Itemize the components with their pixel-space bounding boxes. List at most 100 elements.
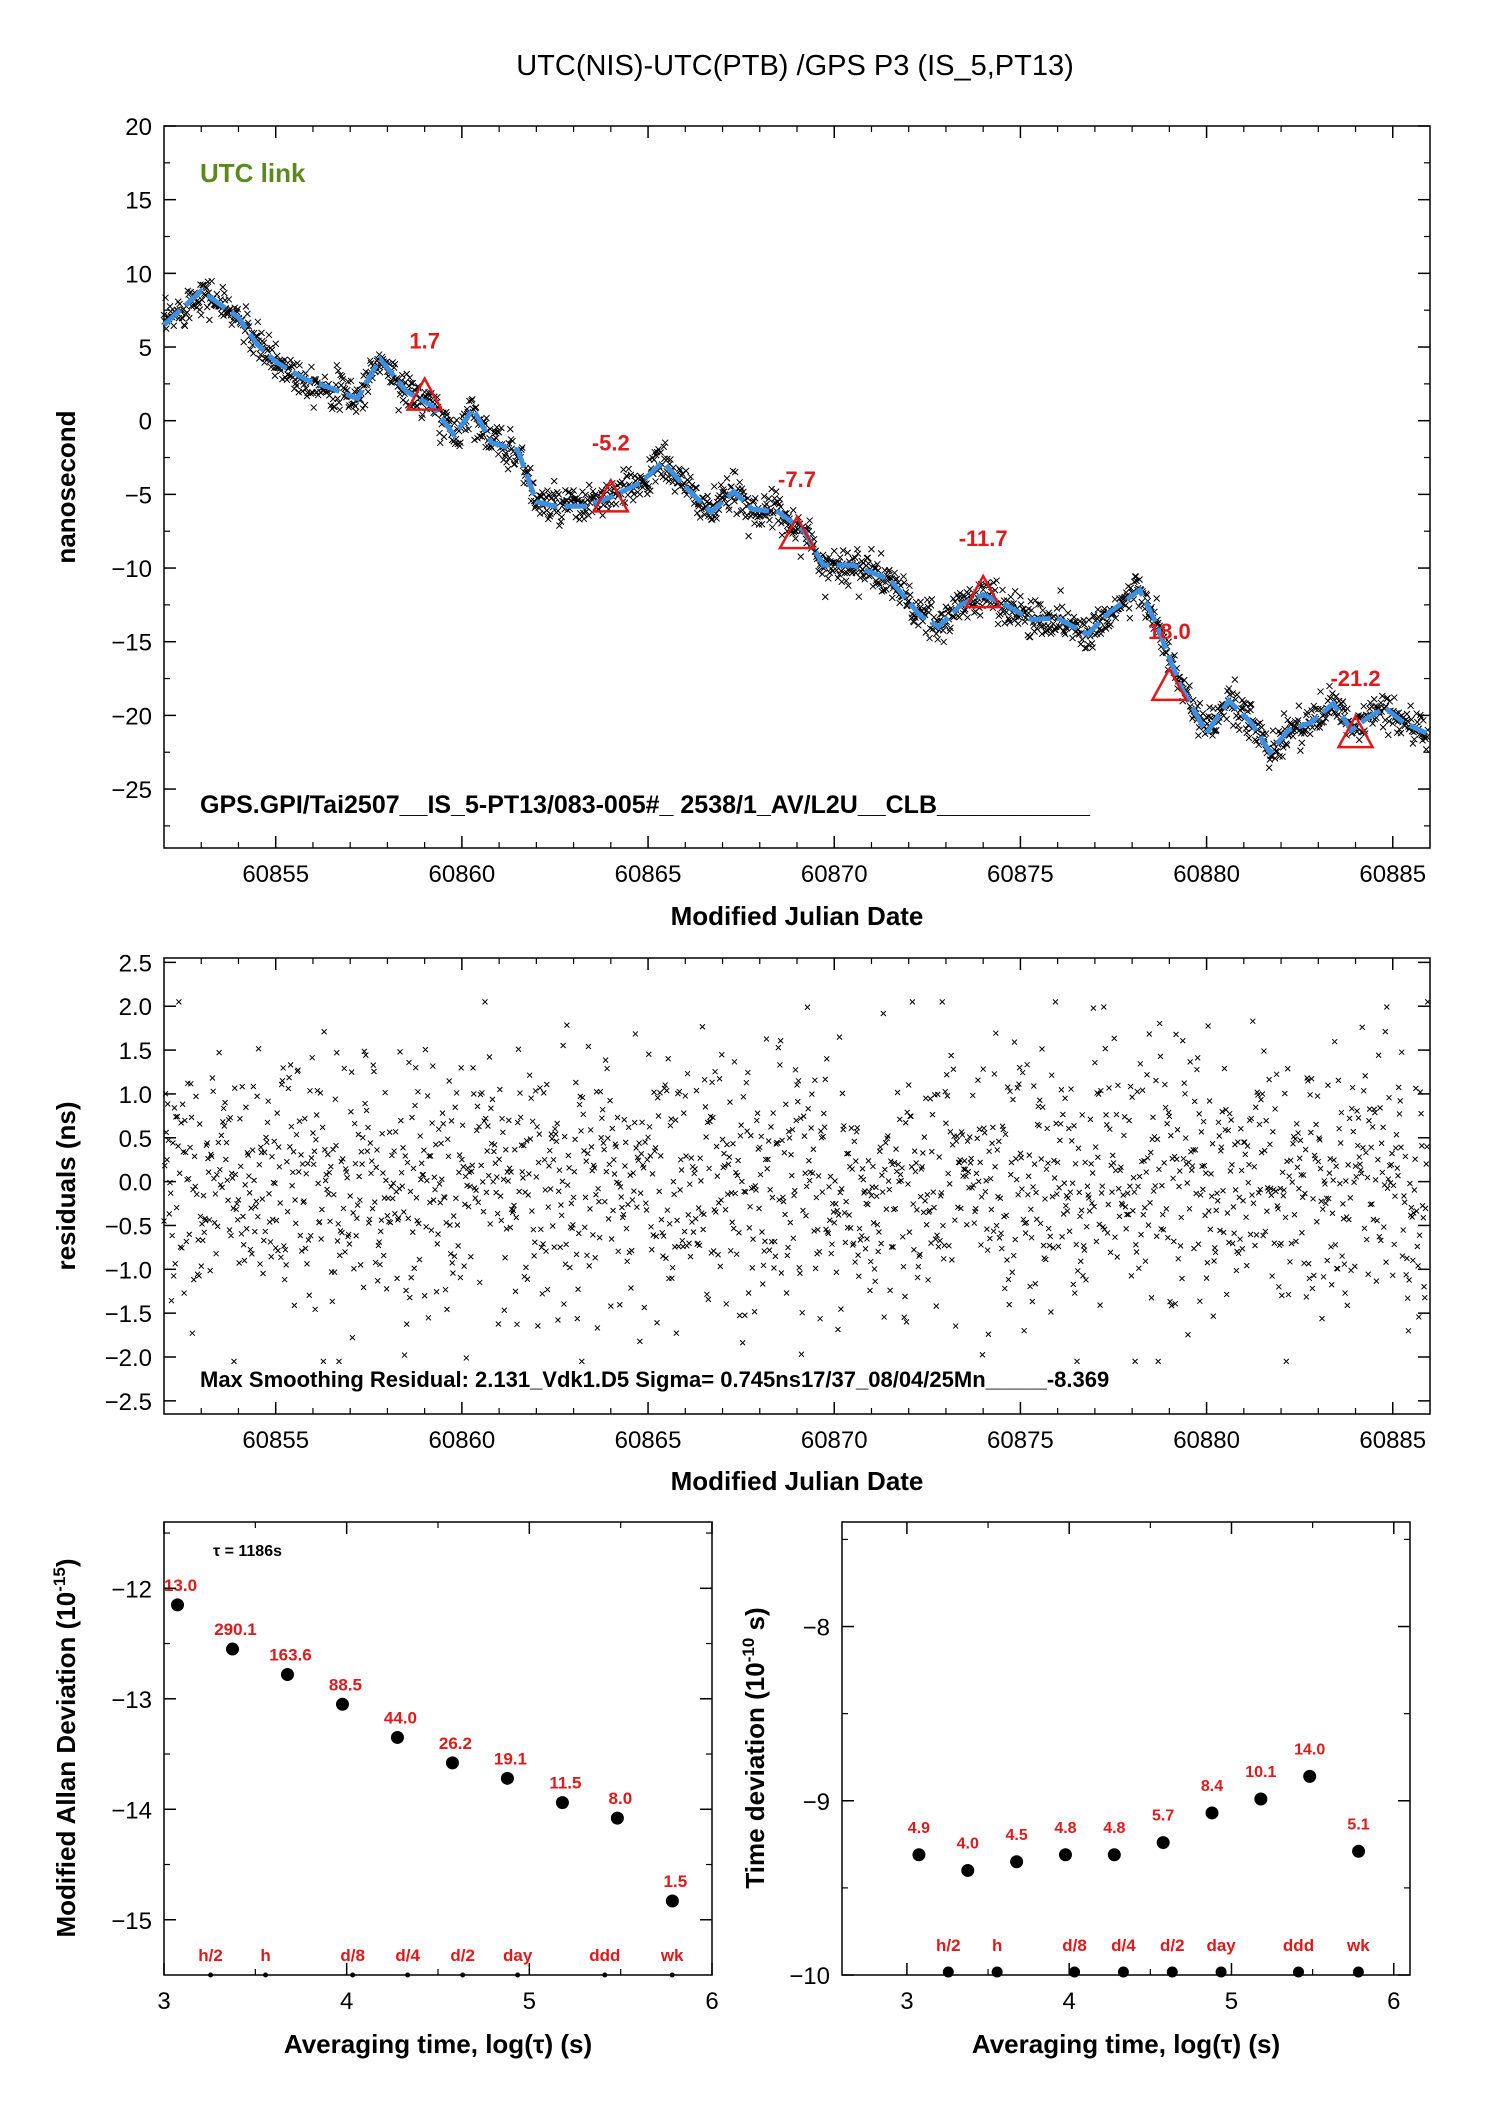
residual-point	[1192, 1147, 1199, 1153]
residual-point	[499, 1129, 506, 1136]
time-series-point	[352, 408, 360, 416]
residual-point	[1297, 1137, 1304, 1144]
residual-point	[1377, 1105, 1383, 1111]
residual-point	[1415, 1314, 1422, 1320]
residual-point	[679, 1237, 686, 1244]
residual-point	[1275, 1283, 1282, 1290]
mdev-point-label: 11.5	[549, 1774, 581, 1793]
time-series-point	[874, 560, 881, 568]
residual-point	[1263, 1117, 1270, 1124]
residual-point	[483, 1189, 490, 1196]
residual-point	[1127, 1083, 1134, 1090]
residual-point	[170, 1140, 176, 1146]
calibration-marker	[964, 573, 1003, 609]
residual-point	[730, 1225, 737, 1232]
residual-point	[824, 1229, 831, 1235]
time-series-point	[1209, 732, 1216, 739]
time-series-point	[999, 586, 1006, 594]
time-series-point	[778, 531, 786, 539]
time-series-point	[854, 550, 862, 558]
residual-point	[655, 1113, 662, 1119]
tdev-interval-label: ddd	[1283, 1936, 1314, 1955]
time-series-point	[725, 506, 733, 514]
residual-point	[610, 1156, 617, 1163]
residual-point	[395, 1215, 402, 1221]
residual-point	[725, 1161, 732, 1168]
residual-point	[747, 1132, 754, 1139]
time-series-point	[926, 634, 933, 642]
residual-point	[364, 1148, 371, 1154]
residual-point	[642, 1200, 649, 1207]
residual-point	[449, 1260, 456, 1266]
residual-point	[427, 1153, 434, 1159]
residual-point	[1372, 1109, 1378, 1116]
residual-point	[243, 1225, 250, 1232]
mdev-point	[335, 1697, 349, 1711]
time-series-point	[1407, 702, 1414, 710]
tdev-interval-label: wk	[1346, 1936, 1370, 1955]
residual-point	[361, 1048, 368, 1055]
time-series-point	[624, 491, 632, 499]
time-series-point	[538, 489, 546, 496]
residual-point	[729, 1219, 736, 1226]
residual-point	[517, 1090, 523, 1096]
residual-point	[910, 1201, 917, 1207]
tdev-interval-label: h/2	[936, 1936, 961, 1955]
residual-point	[1391, 1241, 1398, 1248]
residual-point	[409, 1229, 416, 1235]
residual-point	[983, 1177, 990, 1184]
time-series-point	[886, 574, 894, 582]
calibration-marker-label: 1.7	[409, 329, 440, 354]
residual-point	[470, 1065, 476, 1071]
residual-point	[1252, 1242, 1258, 1249]
residual-point	[721, 1163, 728, 1169]
residual-point	[321, 1028, 327, 1035]
mdev-point-label: 44.0	[384, 1708, 417, 1727]
residual-point	[227, 1114, 234, 1121]
residual-point	[433, 1288, 440, 1295]
time-series-point	[824, 575, 832, 582]
residual-point	[1359, 1024, 1366, 1031]
residual-point	[214, 1171, 220, 1178]
residual-point	[1124, 1211, 1130, 1218]
residual-point	[1013, 1176, 1020, 1183]
residual-point	[654, 1319, 660, 1326]
residual-point	[618, 1194, 625, 1200]
residual-point	[761, 1248, 768, 1254]
residual-point	[962, 1166, 969, 1173]
residual-point	[660, 1233, 667, 1239]
residual-point	[514, 1321, 520, 1328]
time-series-point	[393, 374, 401, 382]
residual-point	[279, 1077, 286, 1084]
time-series-point	[1385, 717, 1393, 725]
residual-point	[347, 1193, 354, 1199]
residual-point	[601, 1146, 607, 1153]
residual-point	[169, 1232, 176, 1239]
residual-point	[558, 1212, 565, 1219]
residual-point	[210, 1088, 217, 1095]
residual-point	[925, 1209, 932, 1216]
residual-point	[1270, 1128, 1276, 1135]
residual-point	[721, 1150, 727, 1157]
time-series-point	[387, 378, 394, 386]
residual-point	[940, 1255, 947, 1262]
residual-point	[1250, 1200, 1257, 1207]
residual-point	[981, 1129, 988, 1136]
residual-point	[1313, 1121, 1319, 1128]
residual-point	[1401, 1199, 1408, 1206]
tdev-point	[1205, 1806, 1219, 1820]
residual-point	[1097, 1302, 1103, 1308]
residual-point	[1259, 1091, 1266, 1097]
time-series-point	[1265, 764, 1273, 772]
calibration-marker	[591, 477, 630, 513]
residual-point	[873, 1184, 879, 1191]
residual-point	[214, 1223, 221, 1230]
residual-point	[637, 1190, 644, 1196]
residual-point	[421, 1147, 427, 1154]
residual-point	[796, 1264, 803, 1271]
residual-point	[1184, 1180, 1191, 1186]
residual-point	[1095, 1154, 1101, 1161]
time-series-point	[1326, 682, 1333, 690]
residual-point	[379, 1130, 386, 1137]
residual-point	[173, 1204, 180, 1211]
